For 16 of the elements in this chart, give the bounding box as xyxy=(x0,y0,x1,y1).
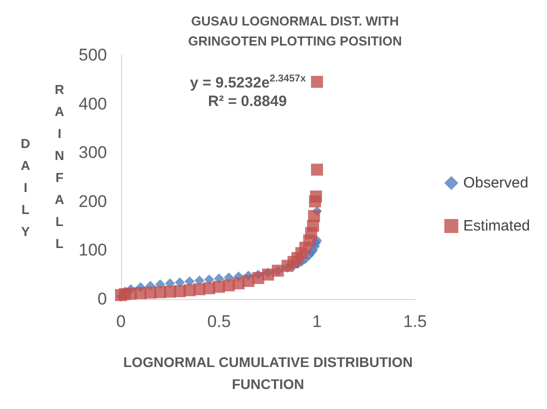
text: DAILY RAINFALL xyxy=(18,82,67,258)
legend-label: Estimated xyxy=(463,218,530,234)
y-tick-label: 100 xyxy=(78,240,107,260)
x-tick-label: 0.5 xyxy=(207,312,231,331)
x-tick-label: 0 xyxy=(116,312,126,331)
annotation: R² = 0.8849 xyxy=(208,93,287,110)
y-tick-label: 0 xyxy=(98,290,107,308)
x-tick-label: 1.5 xyxy=(403,312,427,331)
chart-title: GUSAU LOGNORMAL DIST. WITH GRINGOTEN PLOTTING POSITION xyxy=(188,14,402,48)
legend-label: Observed xyxy=(463,174,528,192)
x-axis-title: LOGNORMAL CUMULATIVE DISTRIBUTION FUNCTION xyxy=(123,354,413,392)
y-tick-label: 400 xyxy=(78,94,107,114)
x-tick-label: 1 xyxy=(312,312,322,331)
y-tick-label: 200 xyxy=(78,192,107,211)
y-tick-label: 500 xyxy=(78,46,107,64)
y-tick-label: 300 xyxy=(78,143,107,162)
